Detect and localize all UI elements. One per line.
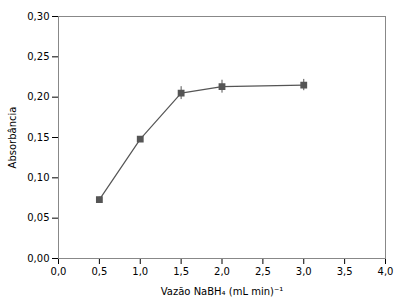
svg-text:Vazão NaBH₄ (mL min)⁻¹: Vazão NaBH₄ (mL min)⁻¹ [161, 286, 283, 297]
svg-text:0,20: 0,20 [27, 91, 49, 102]
svg-text:0,0: 0,0 [51, 266, 67, 277]
svg-text:0,00: 0,00 [27, 253, 49, 264]
svg-text:1,5: 1,5 [173, 266, 189, 277]
svg-text:1,0: 1,0 [132, 266, 148, 277]
svg-text:0,25: 0,25 [27, 51, 49, 62]
svg-text:0,5: 0,5 [91, 266, 107, 277]
svg-text:3,0: 3,0 [296, 266, 312, 277]
svg-text:3,5: 3,5 [337, 266, 353, 277]
svg-text:2,0: 2,0 [214, 266, 230, 277]
svg-text:0,30: 0,30 [27, 11, 49, 22]
svg-text:Absorbância: Absorbância [7, 107, 18, 169]
svg-text:4,0: 4,0 [378, 266, 394, 277]
svg-text:2,5: 2,5 [255, 266, 271, 277]
svg-text:0,10: 0,10 [27, 172, 49, 183]
svg-text:0,05: 0,05 [27, 212, 49, 223]
svg-text:0,15: 0,15 [27, 132, 49, 143]
